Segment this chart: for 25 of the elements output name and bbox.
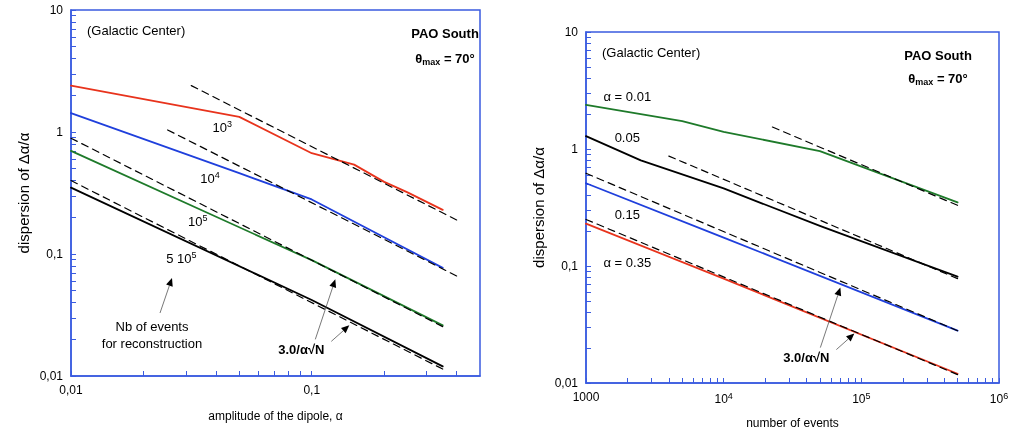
series-label: 0.05 — [614, 129, 640, 145]
y-tick-label: 0,1 — [561, 259, 579, 273]
annotation: (Galactic Center) — [602, 44, 701, 60]
y-tick-label: 10 — [564, 25, 579, 39]
y-tick-label: 1 — [56, 125, 64, 139]
series-label: α = 0.01 — [603, 89, 652, 105]
y-axis-title: dispersion of Δα/α — [530, 146, 547, 268]
y-axis-title: dispersion of Δα/α — [15, 132, 32, 254]
annotation: 3.0/α√N — [783, 350, 830, 366]
x-axis-title: amplitude of the dipole, α — [208, 409, 343, 423]
y-tick-label: 10 — [49, 3, 64, 17]
y-tick-label: 0,01 — [39, 369, 64, 383]
series-label: α = 0.35 — [603, 254, 652, 270]
x-tick-label: 0,1 — [303, 383, 321, 397]
y-tick-label: 1 — [571, 142, 579, 156]
annotation: 3.0/α√N — [278, 341, 325, 357]
annotation: PAO South — [904, 47, 972, 63]
x-tick-label: 0,01 — [59, 383, 83, 397]
series-label: 0.15 — [614, 207, 640, 223]
annotation: PAO South — [411, 25, 479, 41]
x-axis-title: number of events — [746, 416, 839, 430]
y-tick-label: 0,1 — [46, 247, 64, 261]
x-tick-label: 1000 — [572, 390, 600, 404]
annotation: Nb of events for reconstruction — [101, 319, 203, 351]
annotation: (Galactic Center) — [87, 22, 186, 38]
